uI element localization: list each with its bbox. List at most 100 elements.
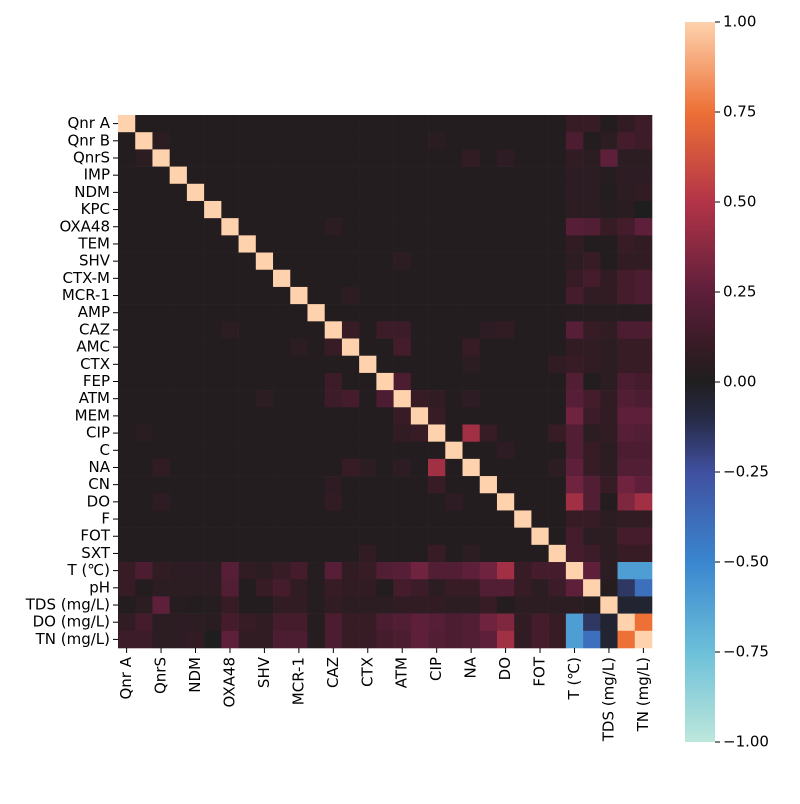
heatmap-cell xyxy=(565,355,584,374)
heatmap-cell xyxy=(617,200,636,219)
heatmap-cell xyxy=(531,458,549,477)
heatmap-cell xyxy=(393,390,412,408)
heatmap-cell xyxy=(496,424,515,442)
heatmap-cell xyxy=(341,562,360,580)
heatmap-cell xyxy=(324,476,343,494)
heatmap-cell xyxy=(307,424,326,442)
heatmap-cell xyxy=(600,269,618,288)
heatmap-cell xyxy=(462,596,481,614)
x-tick-label: DO xyxy=(496,657,514,680)
heatmap-cell xyxy=(273,510,291,528)
heatmap-cell xyxy=(600,321,618,339)
heatmap-cell xyxy=(341,183,360,202)
heatmap-cell xyxy=(152,579,170,597)
heatmap-cell xyxy=(393,166,412,185)
heatmap-cell xyxy=(617,579,636,597)
heatmap-cell xyxy=(290,544,308,563)
heatmap-cell xyxy=(204,132,222,150)
colorbar-tick-label: −0.25 xyxy=(723,463,769,481)
heatmap-cell xyxy=(307,338,326,357)
heatmap-cell xyxy=(462,613,481,632)
heatmap-cell xyxy=(273,218,291,236)
heatmap-cell xyxy=(583,183,601,202)
heatmap-cell xyxy=(152,372,170,391)
heatmap-cell xyxy=(135,149,153,167)
heatmap-cell xyxy=(376,183,394,202)
heatmap-cell xyxy=(548,183,567,202)
x-tick-label: ATM xyxy=(393,657,411,688)
heatmap-cell xyxy=(135,269,153,288)
heatmap-cell xyxy=(359,183,377,202)
heatmap-cell xyxy=(428,200,446,219)
heatmap-cell xyxy=(514,183,532,202)
heatmap-cell xyxy=(393,235,412,253)
heatmap-cell xyxy=(118,321,136,339)
heatmap-cell xyxy=(135,183,153,202)
heatmap-cell xyxy=(255,200,274,219)
heatmap-cell xyxy=(324,441,343,460)
heatmap-cell xyxy=(600,390,618,408)
heatmap-cell xyxy=(255,321,274,339)
heatmap-cell xyxy=(359,269,377,288)
heatmap-cell xyxy=(307,286,326,305)
heatmap-cell xyxy=(634,355,653,374)
heatmap-cell xyxy=(496,527,515,546)
heatmap-cell xyxy=(428,218,446,236)
heatmap-cell xyxy=(617,355,636,374)
heatmap-cell xyxy=(290,286,308,305)
x-tick-label: T (℃) xyxy=(565,657,583,700)
heatmap-cell xyxy=(135,252,153,271)
heatmap-cell xyxy=(152,527,170,546)
heatmap-cell xyxy=(565,407,584,425)
heatmap-cell xyxy=(376,252,394,271)
heatmap-cell xyxy=(204,269,222,288)
heatmap-cell xyxy=(445,149,463,167)
heatmap-cell xyxy=(376,218,394,236)
heatmap-cell xyxy=(531,286,549,305)
heatmap-cell xyxy=(359,390,377,408)
y-tick-label: TDS (mg/L) xyxy=(25,596,110,614)
heatmap-cell xyxy=(479,458,498,477)
heatmap-cell xyxy=(462,252,481,271)
heatmap-cell xyxy=(514,630,532,649)
heatmap-cell xyxy=(118,596,136,614)
heatmap-cell xyxy=(290,493,308,511)
heatmap-cell xyxy=(410,407,429,425)
heatmap-cell xyxy=(186,321,205,339)
heatmap-cell xyxy=(531,630,549,649)
heatmap-cell xyxy=(169,562,188,580)
heatmap-cell xyxy=(531,390,549,408)
heatmap-cell xyxy=(548,596,567,614)
heatmap-cell xyxy=(617,321,636,339)
heatmap-cell xyxy=(565,183,584,202)
heatmap-cell xyxy=(359,286,377,305)
heatmap-cell xyxy=(376,407,394,425)
heatmap-cell xyxy=(548,304,567,322)
heatmap-cell xyxy=(341,596,360,614)
heatmap-cell xyxy=(514,355,532,374)
heatmap-cell xyxy=(565,149,584,167)
heatmap-cell xyxy=(617,562,636,580)
heatmap-cell xyxy=(496,390,515,408)
heatmap-cell xyxy=(393,596,412,614)
heatmap-cell xyxy=(410,218,429,236)
heatmap-cell xyxy=(186,304,205,322)
heatmap-cell xyxy=(496,304,515,322)
heatmap-cell xyxy=(445,544,463,563)
heatmap-cell xyxy=(290,562,308,580)
heatmap-cell xyxy=(462,149,481,167)
heatmap-cell xyxy=(583,527,601,546)
heatmap-cell xyxy=(255,235,274,253)
y-tick-label: AMC xyxy=(76,338,110,356)
heatmap-cell xyxy=(290,132,308,150)
heatmap-cell xyxy=(462,338,481,357)
heatmap-cell xyxy=(531,321,549,339)
heatmap-cell xyxy=(204,579,222,597)
heatmap-cell xyxy=(255,355,274,374)
heatmap-cell xyxy=(307,321,326,339)
heatmap-cell xyxy=(514,493,532,511)
heatmap-cell xyxy=(600,200,618,219)
heatmap-cell xyxy=(634,338,653,357)
heatmap-cell xyxy=(479,166,498,185)
heatmap-cell xyxy=(565,424,584,442)
